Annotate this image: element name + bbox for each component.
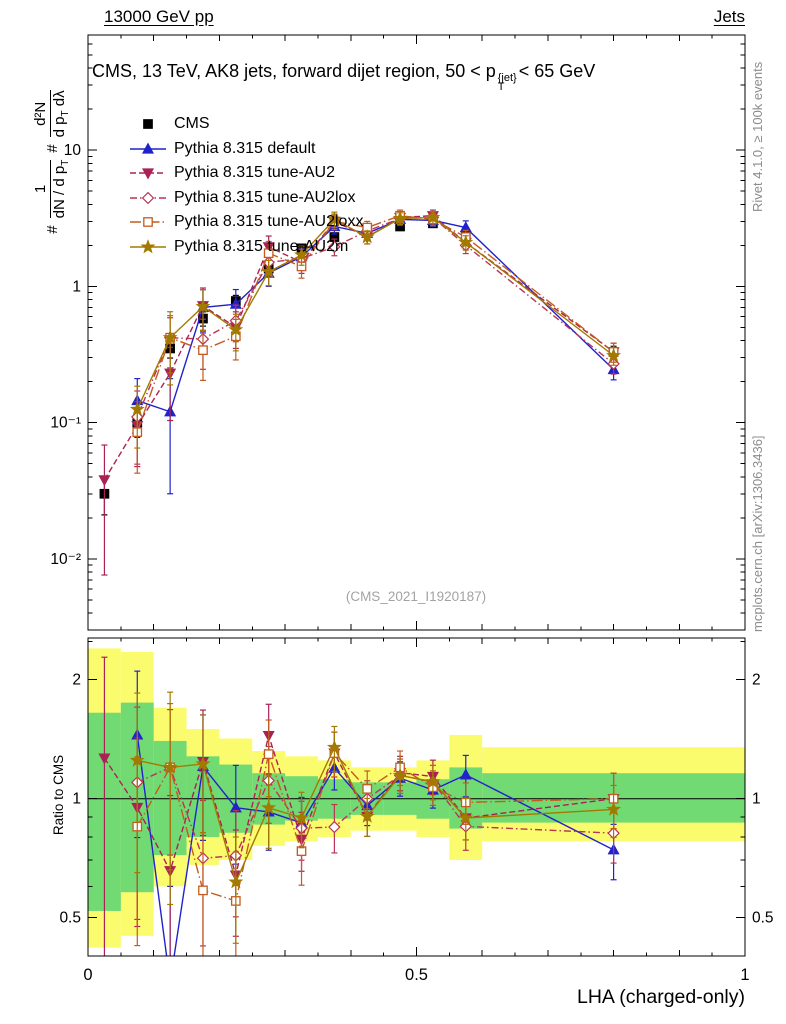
y-main-hash-1: # [43, 225, 61, 234]
plot-title-suffix: < 65 GeV [518, 61, 596, 81]
legend-marker-au2loxx [130, 217, 166, 228]
y-main-frac2-num: d²N [31, 101, 49, 126]
tick-label: 1 [72, 791, 81, 808]
legend-item-au2lox: Pythia 8.315 tune-AU2lox [128, 186, 363, 211]
plot-title: CMS, 13 TeV, AK8 jets, forward dijet reg… [92, 61, 596, 93]
legend-marker-au2m [130, 238, 166, 254]
y-axis-title-ratio: Ratio to CMS [51, 754, 66, 836]
legend-item-au2loxx: Pythia 8.315 tune-AU2loxx [128, 210, 363, 235]
tick-label: 0 [83, 966, 92, 984]
legend-item-cms: CMS [128, 112, 363, 137]
plot-title-supsub: {jet} T [497, 72, 517, 93]
uncertainty-bands [88, 648, 745, 948]
plot-title-sub: T [497, 81, 505, 93]
header-observable-group: Jets [713, 7, 745, 26]
tick-label: 10⁻¹ [50, 415, 81, 432]
y-main-fraction-1: 1 dN / d pT [31, 159, 72, 219]
plot-title-sup: {jet} [497, 72, 517, 84]
watermark: (CMS_2021_I1920187) [345, 589, 487, 604]
tick-label: 1 [72, 278, 81, 295]
y-main-frac2-den: d pT dλ [51, 90, 72, 138]
tick-label: 10 [64, 142, 82, 159]
legend-label-cms: CMS [174, 115, 210, 133]
header-beam-energy: 13000 GeV pp [104, 7, 214, 26]
legend-item-au2: Pythia 8.315 tune-AU2 [128, 161, 363, 186]
plot-title-prefix: CMS, 13 TeV, AK8 jets, forward dijet reg… [92, 61, 496, 81]
x-axis-title: LHA (charged-only) [577, 986, 745, 1008]
legend-item-default: Pythia 8.315 default [128, 137, 363, 162]
series-main-au2 [98, 209, 620, 576]
y-main-hash-2: # [43, 144, 61, 153]
legend-marker-cms [143, 119, 153, 130]
y-main-frac1-num: 1 [31, 184, 49, 194]
legend-marker-au2lox [130, 191, 166, 204]
legend-label-au2: Pythia 8.315 tune-AU2 [174, 164, 335, 182]
main-panel-frame [87, 34, 746, 631]
legend: CMS Pythia 8.315 default Pythia 8.315 tune… [128, 112, 363, 259]
tick-label: 0.5 [752, 910, 774, 927]
tick-label: 1 [752, 791, 761, 808]
series-main-cms [99, 218, 619, 516]
y-axis-title-main: # 1 dN / d pT # d²N d pT dλ [24, 12, 80, 312]
legend-label-au2m: Pythia 8.315 tune-AU2m [174, 237, 349, 255]
tick-label: 1 [740, 966, 749, 984]
legend-label-default: Pythia 8.315 default [174, 139, 316, 157]
legend-marker-au2 [130, 168, 166, 180]
y-main-fraction-2: d²N d pT dλ [31, 90, 72, 138]
tick-label: 0.5 [405, 966, 428, 984]
tick-label: 10⁻² [50, 551, 81, 568]
series-ratio-au2m [129, 691, 622, 944]
tick-label: 0.5 [59, 910, 81, 927]
legend-label-au2lox: Pythia 8.315 tune-AU2lox [174, 188, 356, 206]
series-main-au2m [129, 209, 622, 449]
rivet-version-note: Rivet 4.1.0, ≥ 100k events [750, 61, 765, 212]
tick-label: 2 [752, 672, 761, 689]
mcplots-citation-note: mcplots.cern.ch [arXiv:1306.3436] [750, 435, 765, 632]
tick-label: 2 [72, 672, 81, 689]
legend-marker-default [130, 142, 166, 154]
y-main-frac1-den: dN / d pT [51, 159, 72, 219]
legend-label-au2loxx: Pythia 8.315 tune-AU2loxx [174, 213, 364, 231]
legend-item-au2m: Pythia 8.315 tune-AU2m [128, 235, 363, 260]
ratio-panel-frame [87, 637, 746, 957]
